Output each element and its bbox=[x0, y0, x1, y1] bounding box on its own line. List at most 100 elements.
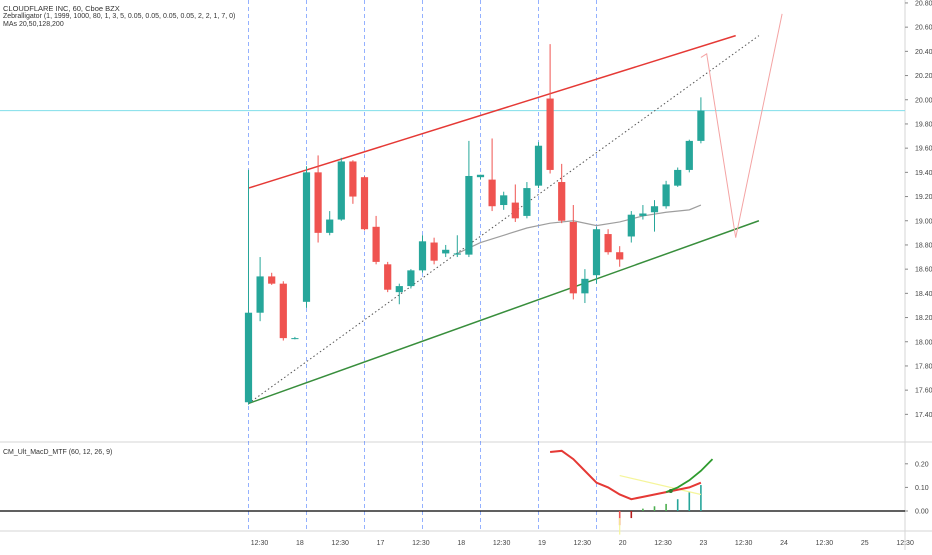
candle-body bbox=[418, 241, 427, 271]
candle-body bbox=[558, 182, 566, 221]
candle-body bbox=[488, 179, 496, 207]
candle-body bbox=[326, 219, 334, 233]
macd-histogram-bar bbox=[688, 492, 691, 511]
price-tick-label: 20.00 bbox=[915, 97, 932, 104]
macd-histogram-bar bbox=[618, 511, 621, 526]
time-tick-label: 17 bbox=[377, 540, 385, 547]
price-tick-label: 19.00 bbox=[915, 218, 932, 225]
candle-body bbox=[372, 226, 380, 262]
time-tick-label: 12:30 bbox=[251, 540, 269, 547]
candle-body bbox=[407, 270, 415, 287]
chart-title: CLOUDFLARE INC, 60, Cboe BZX bbox=[3, 4, 120, 13]
time-tick-label: 12:30 bbox=[654, 540, 672, 547]
time-tick-label: 12:30 bbox=[816, 540, 834, 547]
candle-body bbox=[650, 206, 659, 213]
candle-body bbox=[581, 278, 589, 294]
candle-body bbox=[384, 264, 392, 290]
price-tick-label: 18.40 bbox=[915, 291, 932, 298]
macd-tick-label: 0.00 bbox=[915, 509, 929, 516]
study-label-mas: MAs 20,50,128,200 bbox=[3, 21, 64, 28]
candle-body bbox=[453, 253, 461, 255]
support-trendline bbox=[248, 220, 760, 405]
price-tick-label: 18.80 bbox=[915, 242, 932, 249]
candle-body bbox=[569, 221, 577, 294]
price-tick-label: 20.80 bbox=[915, 0, 932, 7]
candle-body bbox=[534, 145, 543, 186]
price-tick-label: 20.60 bbox=[915, 25, 932, 32]
price-tick-label: 17.80 bbox=[915, 363, 932, 370]
macd-histogram-bar bbox=[676, 499, 679, 511]
time-tick-label: 23 bbox=[699, 540, 707, 547]
time-tick-label: 12:30 bbox=[412, 540, 430, 547]
candle-body bbox=[360, 177, 369, 230]
time-tick-label: 18 bbox=[457, 540, 465, 547]
macd-histogram-bar bbox=[653, 506, 656, 511]
candle-body bbox=[604, 234, 612, 253]
price-tick-label: 19.80 bbox=[915, 121, 932, 128]
price-tick-label: 17.40 bbox=[915, 412, 932, 419]
time-tick-label: 19 bbox=[538, 540, 546, 547]
subpane-title: CM_Ult_MacD_MTF (60, 12, 26, 9) bbox=[3, 449, 113, 456]
study-label-zebralligator: Zebralligator (1, 1999, 1000, 80, 1, 3, … bbox=[3, 13, 236, 20]
moving-average-line bbox=[457, 204, 702, 254]
candle-body bbox=[476, 174, 485, 178]
candle-body bbox=[314, 172, 322, 233]
candle-body bbox=[279, 283, 287, 339]
macd-tick-label: 0.10 bbox=[915, 485, 929, 492]
candle-body bbox=[349, 161, 357, 197]
signal-line bbox=[665, 458, 714, 493]
candle-body bbox=[511, 202, 519, 219]
candle-body bbox=[442, 249, 450, 254]
candle-body bbox=[546, 98, 554, 170]
candle-body bbox=[523, 188, 531, 216]
cross-marker bbox=[668, 488, 673, 493]
projection-path bbox=[700, 13, 783, 238]
candle-body bbox=[592, 229, 601, 276]
candle-body bbox=[662, 184, 670, 207]
price-tick-label: 19.60 bbox=[915, 146, 932, 153]
candle-body bbox=[430, 242, 438, 261]
price-tick-label: 19.20 bbox=[915, 194, 932, 201]
macd-histogram-bar bbox=[642, 508, 644, 511]
candle-body bbox=[256, 276, 264, 313]
price-tick-label: 19.40 bbox=[915, 170, 932, 177]
macd-histogram-bar bbox=[665, 503, 667, 511]
macd-tick-label: 0.20 bbox=[915, 461, 929, 468]
candle-body bbox=[639, 213, 647, 216]
candle-body bbox=[268, 276, 276, 284]
price-tick-label: 20.20 bbox=[915, 73, 932, 80]
candle-body bbox=[674, 169, 682, 186]
candle-body bbox=[685, 140, 693, 170]
candle-body bbox=[627, 214, 635, 237]
resistance-trendline bbox=[248, 34, 736, 189]
time-tick-label: 12:30 bbox=[896, 540, 914, 547]
midline-dotted bbox=[248, 35, 760, 404]
time-tick-label: 20 bbox=[619, 540, 627, 547]
candle-body bbox=[291, 338, 299, 340]
candle-body bbox=[302, 172, 311, 302]
macd-aux-line bbox=[619, 475, 702, 496]
time-tick-label: 18 bbox=[296, 540, 304, 547]
time-tick-label: 25 bbox=[861, 540, 869, 547]
candle-body bbox=[337, 161, 345, 220]
price-tick-label: 18.00 bbox=[915, 339, 932, 346]
candle-body bbox=[465, 175, 473, 255]
candle-body bbox=[616, 252, 624, 260]
time-tick-label: 24 bbox=[780, 540, 788, 547]
price-tick-label: 18.20 bbox=[915, 315, 932, 322]
price-tick-label: 18.60 bbox=[915, 267, 932, 274]
time-tick-label: 12:30 bbox=[735, 540, 753, 547]
time-tick-label: 12:30 bbox=[331, 540, 349, 547]
price-tick-label: 20.40 bbox=[915, 49, 932, 56]
macd-line bbox=[549, 449, 702, 501]
macd-histogram-bar bbox=[700, 485, 702, 511]
candle-body bbox=[697, 110, 705, 141]
candle-body bbox=[500, 195, 508, 206]
candle-body bbox=[244, 312, 253, 403]
macd-histogram-bar bbox=[630, 511, 633, 519]
time-tick-label: 12:30 bbox=[574, 540, 592, 547]
candle-body bbox=[395, 286, 403, 293]
price-tick-label: 17.60 bbox=[915, 388, 932, 395]
